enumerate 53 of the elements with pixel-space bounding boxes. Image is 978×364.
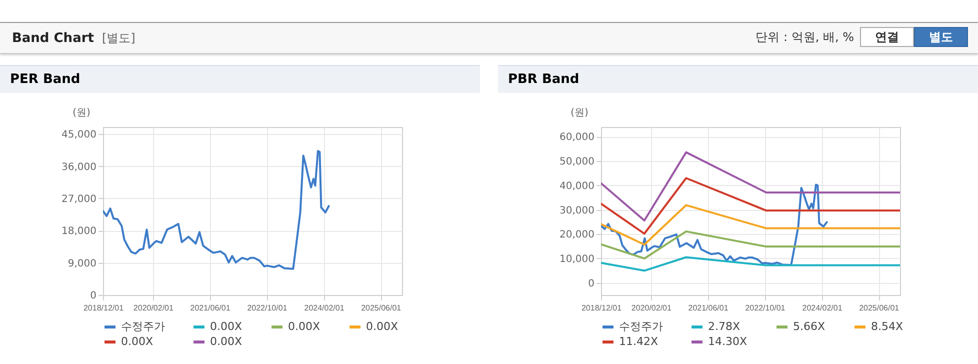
y-tick-label: 60,000	[560, 132, 594, 144]
y-axis-title: (원)	[570, 108, 588, 118]
legend-label: 5.66X	[793, 320, 826, 333]
text: 단위 : 억원, 배, %	[756, 30, 854, 44]
x-tick-label: 2018/12/01	[581, 304, 622, 312]
line-series	[103, 150, 330, 270]
text: [별도]	[102, 31, 136, 45]
chart-title: PER Band	[0, 65, 480, 93]
x-tick-label: 2020/02/01	[631, 304, 672, 312]
legend-label: 0.00X	[288, 320, 320, 333]
y-tick-label: 9,000	[68, 258, 96, 270]
y-tick-label: 30,000	[560, 205, 594, 216]
line-series	[601, 184, 828, 266]
line-series	[601, 177, 900, 235]
y-tick-label: 10,000	[560, 254, 594, 265]
text: 연결	[860, 27, 914, 47]
y-tick-label: 45,000	[62, 130, 96, 141]
chart-title: PBR Band	[498, 65, 978, 93]
line-series	[601, 230, 900, 260]
y-tick-label: 0	[588, 278, 594, 290]
x-tick-label: 2022/10/01	[247, 304, 288, 312]
legend-label: 2.78X	[708, 320, 740, 333]
text: Band Chart	[12, 31, 94, 46]
y-axis-title: (원)	[72, 108, 90, 118]
x-tick-label: 2025/06/01	[361, 304, 402, 312]
y-tick-label: 36,000	[62, 162, 96, 173]
legend-label: 11.42X	[619, 335, 658, 348]
x-tick-label: 2022/10/01	[745, 304, 786, 312]
legend-label: 0.00X	[121, 335, 154, 348]
y-tick-label: 27,000	[62, 194, 96, 205]
y-tick-label: 0	[90, 290, 96, 302]
line-series	[601, 204, 900, 246]
text: 별도	[914, 27, 968, 47]
y-tick-label: 20,000	[560, 230, 594, 241]
x-tick-label: 2024/02/01	[304, 304, 345, 312]
legend-label: 0.00X	[366, 320, 398, 333]
legend-label: 0.00X	[210, 335, 242, 348]
x-tick-label: 2020/02/01	[133, 304, 174, 312]
x-tick-label: 2021/06/01	[688, 304, 729, 312]
legend-label: 8.54X	[871, 320, 904, 333]
legend-label: 14.30X	[708, 335, 748, 348]
legend-label: 0.00X	[210, 320, 242, 333]
y-tick-label: 40,000	[560, 180, 594, 192]
line-series	[601, 256, 900, 272]
x-tick-label: 2024/02/01	[802, 304, 843, 312]
x-tick-label: 2018/12/01	[83, 304, 124, 312]
line-series	[601, 151, 900, 222]
y-tick-label: 18,000	[62, 226, 96, 238]
x-tick-label: 2021/06/01	[190, 304, 231, 312]
y-tick-label: 50,000	[560, 156, 594, 168]
legend-label: 수정주가	[619, 320, 663, 333]
legend-label: 수정주가	[121, 320, 165, 333]
x-tick-label: 2025/06/01	[859, 304, 900, 312]
